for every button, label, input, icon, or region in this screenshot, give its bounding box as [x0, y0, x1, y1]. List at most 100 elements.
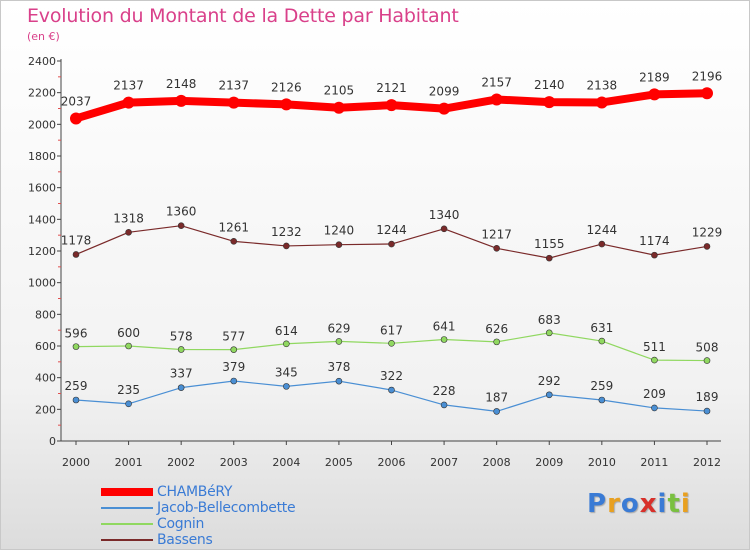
- y-tick-label: 2000: [28, 118, 56, 131]
- data-label-jacob-bellecombette: 378: [327, 360, 350, 374]
- legend-label-chambery: CHAMBéRY: [157, 484, 233, 500]
- data-label-chambery: 2157: [481, 75, 512, 89]
- data-point-bassens: [598, 240, 606, 248]
- data-point-cognin: [493, 338, 500, 346]
- y-tick-label: 400: [35, 372, 56, 385]
- data-label-bassens: 1232: [271, 225, 302, 239]
- data-label-chambery: 2099: [429, 85, 460, 99]
- chart-subtitle: (en €): [27, 30, 60, 43]
- y-tick-label: 1400: [28, 213, 56, 226]
- data-point-chambery: [648, 88, 661, 101]
- data-label-chambery: 2140: [534, 78, 565, 92]
- data-label-jacob-bellecombette: 228: [433, 384, 456, 398]
- data-point-jacob-bellecombette: [177, 384, 185, 391]
- x-tick-label: 2006: [378, 456, 406, 469]
- data-point-bassens: [388, 240, 395, 248]
- data-point-bassens: [283, 242, 290, 250]
- data-point-jacob-bellecombette: [493, 408, 500, 415]
- data-label-bassens: 1244: [376, 223, 407, 237]
- data-label-jacob-bellecombette: 209: [643, 387, 666, 401]
- data-point-cognin: [335, 338, 343, 345]
- data-label-bassens: 1229: [692, 225, 723, 239]
- data-point-chambery: [490, 93, 503, 106]
- data-label-cognin: 683: [538, 313, 561, 327]
- data-point-chambery: [385, 99, 398, 112]
- data-point-bassens: [125, 229, 132, 236]
- x-tick-label: 2005: [325, 456, 353, 469]
- data-label-cognin: 617: [380, 323, 403, 337]
- legend-swatch-chambery: [101, 488, 153, 496]
- data-label-cognin: 626: [485, 322, 508, 336]
- x-tick-label: 2012: [693, 456, 721, 469]
- legend-swatch-bassens: [101, 539, 153, 541]
- x-tick-label: 2000: [62, 456, 90, 469]
- data-point-jacob-bellecombette: [230, 377, 238, 385]
- data-point-jacob-bellecombette: [335, 377, 343, 385]
- y-tick-label: 1800: [28, 150, 56, 163]
- legend-label-bassens: Bassens: [157, 532, 213, 548]
- data-point-cognin: [125, 342, 132, 350]
- data-label-bassens: 1155: [534, 237, 565, 251]
- data-label-jacob-bellecombette: 235: [117, 383, 140, 397]
- y-tick-label: 1600: [28, 182, 56, 195]
- data-point-cognin: [703, 357, 711, 364]
- data-label-cognin: 629: [327, 321, 350, 335]
- data-point-cognin: [388, 340, 395, 347]
- data-point-bassens: [493, 245, 500, 252]
- data-label-bassens: 1360: [166, 205, 197, 219]
- data-label-jacob-bellecombette: 345: [275, 365, 298, 379]
- data-label-jacob-bellecombette: 187: [485, 390, 508, 404]
- data-label-cognin: 614: [275, 324, 298, 338]
- data-point-cognin: [598, 337, 606, 345]
- data-label-chambery: 2148: [166, 77, 197, 91]
- data-point-bassens: [177, 222, 185, 229]
- data-point-bassens: [230, 238, 238, 245]
- data-point-chambery: [70, 112, 82, 125]
- data-label-bassens: 1217: [481, 227, 512, 241]
- data-point-cognin: [283, 340, 290, 348]
- data-point-chambery: [227, 96, 240, 109]
- x-tick-label: 2001: [115, 456, 143, 469]
- data-label-cognin: 641: [433, 320, 456, 334]
- data-point-chambery: [332, 101, 345, 114]
- data-point-chambery: [122, 96, 135, 109]
- data-point-cognin: [651, 356, 658, 364]
- data-point-cognin: [177, 346, 185, 353]
- data-point-cognin: [440, 336, 448, 343]
- data-label-chambery: 2037: [61, 94, 92, 108]
- y-tick-label: 1200: [28, 245, 56, 258]
- data-point-jacob-bellecombette: [283, 383, 290, 390]
- data-point-chambery: [438, 102, 451, 115]
- data-point-chambery: [175, 94, 188, 107]
- data-point-bassens: [335, 241, 343, 248]
- data-label-jacob-bellecombette: 337: [170, 367, 193, 381]
- data-point-jacob-bellecombette: [440, 401, 448, 409]
- data-point-bassens: [72, 251, 80, 258]
- data-point-jacob-bellecombette: [125, 400, 132, 408]
- data-point-jacob-bellecombette: [703, 407, 711, 415]
- data-point-bassens: [651, 251, 658, 259]
- x-tick-label: 2004: [272, 456, 300, 469]
- data-point-jacob-bellecombette: [545, 391, 553, 399]
- legend-label-jacob-bellecombette: Jacob-Bellecombette: [157, 500, 296, 516]
- data-point-bassens: [703, 243, 711, 250]
- data-point-jacob-bellecombette: [651, 404, 658, 412]
- x-tick-label: 2002: [167, 456, 195, 469]
- data-label-bassens: 1240: [324, 224, 355, 238]
- data-point-bassens: [545, 254, 553, 262]
- x-tick-label: 2009: [535, 456, 563, 469]
- data-point-chambery: [595, 96, 608, 109]
- legend-swatch-cognin: [101, 523, 153, 525]
- data-point-chambery: [701, 87, 713, 100]
- x-tick-label: 2010: [588, 456, 616, 469]
- legend-label-cognin: Cognin: [157, 516, 205, 532]
- x-tick-label: 2008: [483, 456, 511, 469]
- data-label-chambery: 2138: [587, 78, 618, 92]
- y-tick-label: 1000: [28, 277, 56, 290]
- data-point-chambery: [280, 98, 293, 111]
- y-tick-label: 200: [35, 403, 56, 416]
- y-tick-label: 2400: [28, 55, 56, 68]
- y-tick-label: 0: [49, 435, 56, 448]
- data-point-chambery: [543, 96, 556, 109]
